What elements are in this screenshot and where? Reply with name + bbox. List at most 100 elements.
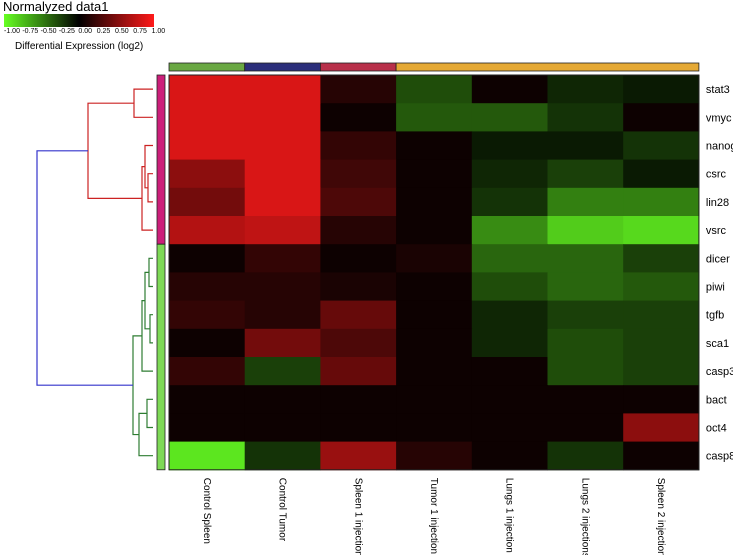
column-group-segment (168, 62, 246, 72)
heatmap-cell (244, 131, 321, 161)
heatmap-cell (169, 216, 246, 245)
heatmap-cell (623, 103, 700, 132)
heatmap-cell (471, 272, 548, 302)
heatmap-cell (547, 159, 624, 189)
heatmap-cell (320, 300, 397, 330)
row-group-sidebar (156, 74, 166, 471)
heatmap-cell (396, 216, 473, 245)
legend-tick: 0.75 (133, 28, 147, 35)
column-group-segment (244, 62, 321, 72)
column-group-segment (395, 62, 700, 72)
heatmap-cell (547, 216, 624, 245)
row-label: piwi (706, 282, 725, 294)
legend-subtitle: Differential Expression (log2) (15, 41, 144, 52)
heatmap-cell (169, 159, 246, 189)
heatmap-cell (547, 441, 624, 471)
dendrogram-branch (132, 335, 142, 436)
heatmap-cell (623, 244, 700, 273)
heatmap-cell (320, 216, 397, 245)
heatmap-cell (169, 328, 246, 358)
heatmap-cell (471, 244, 548, 273)
heatmap-cell (623, 216, 700, 245)
heatmap-cell (396, 385, 473, 414)
heatmap-cell (169, 385, 246, 414)
row-label: nanog (706, 141, 733, 153)
heatmap-cell (396, 187, 473, 217)
column-group-bar (168, 62, 700, 72)
legend-tick: 0.00 (78, 28, 92, 35)
heatmap-cell (471, 103, 548, 132)
heatmap-cell (623, 300, 700, 330)
column-label: Control Tumor (277, 478, 288, 542)
legend-tick: -0.25 (58, 28, 75, 35)
row-group-segment (156, 74, 166, 245)
column-label: Lungs 1 injection (504, 478, 515, 553)
dendrogram-branch (133, 88, 153, 118)
heatmap-cell (169, 75, 246, 104)
dendrogram-branch (147, 173, 153, 203)
heatmap-cell (471, 159, 548, 189)
heatmap-cell (547, 103, 624, 132)
heatmap-cell (547, 272, 624, 302)
legend-ticks: -1.00 -0.75 -0.50 -0.25 0.00 0.25 0.50 0… (0, 27, 165, 39)
row-label: dicer (706, 253, 730, 265)
heatmap-cell (244, 159, 321, 189)
heatmap-cell (471, 328, 548, 358)
heatmap-cell (244, 244, 321, 273)
heatmap-cell (169, 103, 246, 132)
heatmap-cell (244, 385, 321, 414)
heatmap-cell (320, 187, 397, 217)
row-label: tgfb (706, 310, 724, 322)
heatmap-cell (244, 75, 321, 104)
heatmap-cell (244, 103, 321, 132)
heatmap-cell (547, 385, 624, 414)
legend-tick: 1.00 (151, 28, 166, 35)
row-label: vmyc (706, 112, 732, 124)
heatmap-cell (623, 75, 700, 104)
legend-tick: 0.50 (114, 28, 129, 35)
heatmap-cell (396, 272, 473, 302)
heatmap-cell (547, 187, 624, 217)
heatmap-cell (169, 357, 246, 386)
dendrogram-branch (141, 300, 153, 372)
heatmap-cell (547, 131, 624, 161)
heatmap-cell (623, 385, 700, 414)
heatmap-cell (547, 244, 624, 273)
heatmap-cell (169, 244, 246, 273)
heatmap-cell (623, 272, 700, 302)
heatmap-cell (547, 357, 624, 386)
heatmap-cell (320, 244, 397, 273)
heatmap-cell (244, 272, 321, 302)
heatmap-cell (471, 441, 548, 471)
heatmap-cell (320, 131, 397, 161)
heatmap-cell (396, 328, 473, 358)
row-dendrogram (36, 88, 153, 457)
column-label: Lungs 2 injections (579, 478, 590, 555)
column-group-segment (319, 62, 397, 72)
heatmap-cell (471, 413, 548, 443)
heatmap-cell (169, 272, 246, 302)
legend-title: Normalyzed data1 (3, 0, 109, 14)
heatmap-cell (547, 300, 624, 330)
heatmap-cell (320, 75, 397, 104)
heatmap-cell (396, 159, 473, 189)
dendrogram-branch (149, 314, 153, 344)
column-label: Control Spleen (201, 478, 212, 544)
heatmap-cell (320, 328, 397, 358)
heatmap-cell (396, 441, 473, 471)
heatmap-cell (547, 413, 624, 443)
legend-tick: -0.50 (40, 28, 57, 35)
heatmap-cell (471, 187, 548, 217)
heatmap-cell (623, 131, 700, 161)
heatmap-cell (547, 75, 624, 104)
heatmap-cell (623, 159, 700, 189)
row-label: stat3 (706, 84, 730, 96)
heatmap-cell (396, 75, 473, 104)
heatmap-cell (623, 357, 700, 386)
heatmap-cell (320, 385, 397, 414)
heatmap-cells (168, 74, 700, 471)
heatmap-cell (244, 216, 321, 245)
heatmap-cell (320, 441, 397, 471)
row-label: csrc (706, 169, 727, 181)
